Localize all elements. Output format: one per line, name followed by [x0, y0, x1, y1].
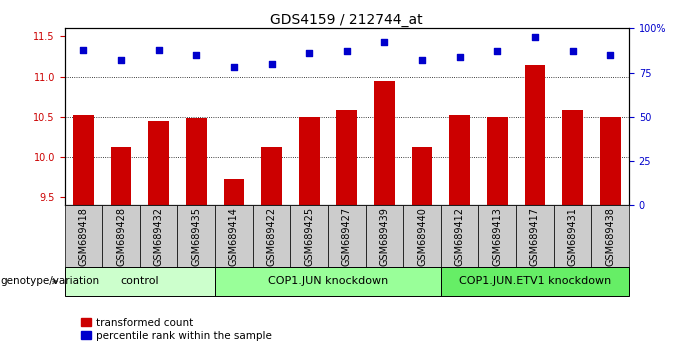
Text: genotype/variation: genotype/variation: [1, 276, 100, 286]
Point: [530, 34, 541, 40]
Bar: [215, 205, 253, 267]
Point: [567, 48, 578, 54]
Point: [304, 50, 315, 56]
Bar: [186, 119, 207, 205]
Bar: [374, 81, 395, 205]
Text: COP1.JUN.ETV1 knockdown: COP1.JUN.ETV1 knockdown: [459, 276, 611, 286]
Point: [341, 48, 352, 54]
Bar: [441, 205, 479, 267]
Bar: [261, 147, 282, 205]
Text: GSM689427: GSM689427: [342, 207, 352, 266]
Point: [228, 64, 239, 70]
Bar: [73, 115, 94, 205]
Bar: [224, 179, 244, 205]
Point: [379, 40, 390, 45]
Bar: [337, 110, 357, 205]
Point: [116, 57, 126, 63]
Bar: [449, 115, 470, 205]
Bar: [65, 267, 215, 296]
Point: [78, 47, 89, 52]
Bar: [516, 205, 554, 267]
Point: [605, 52, 615, 58]
Point: [153, 47, 164, 52]
Text: GSM689431: GSM689431: [568, 207, 577, 266]
Bar: [177, 205, 215, 267]
Title: GDS4159 / 212744_at: GDS4159 / 212744_at: [271, 13, 423, 27]
Bar: [403, 205, 441, 267]
Bar: [487, 117, 508, 205]
Bar: [111, 147, 131, 205]
Point: [417, 57, 428, 63]
Bar: [215, 267, 441, 296]
Text: GSM689438: GSM689438: [605, 207, 615, 266]
Bar: [524, 64, 545, 205]
Text: GSM689439: GSM689439: [379, 207, 390, 266]
Text: GSM689422: GSM689422: [267, 207, 277, 266]
Legend: transformed count, percentile rank within the sample: transformed count, percentile rank withi…: [77, 314, 277, 345]
Text: control: control: [120, 276, 159, 286]
Point: [454, 54, 465, 59]
Text: GSM689440: GSM689440: [417, 207, 427, 266]
Bar: [148, 121, 169, 205]
Text: GSM689417: GSM689417: [530, 207, 540, 266]
Bar: [290, 205, 328, 267]
Bar: [479, 205, 516, 267]
Bar: [366, 205, 403, 267]
Point: [266, 61, 277, 67]
Bar: [600, 117, 621, 205]
Bar: [299, 117, 320, 205]
Text: GSM689418: GSM689418: [78, 207, 88, 266]
Bar: [562, 110, 583, 205]
Text: GSM689412: GSM689412: [455, 207, 464, 266]
Bar: [102, 205, 140, 267]
Text: GSM689432: GSM689432: [154, 207, 164, 266]
Text: GSM689435: GSM689435: [191, 207, 201, 266]
Bar: [592, 205, 629, 267]
Bar: [140, 205, 177, 267]
Bar: [554, 205, 592, 267]
Point: [492, 48, 503, 54]
Text: GSM689425: GSM689425: [304, 207, 314, 266]
Bar: [65, 205, 102, 267]
Bar: [328, 205, 366, 267]
Text: GSM689414: GSM689414: [229, 207, 239, 266]
Text: GSM689413: GSM689413: [492, 207, 503, 266]
Text: GSM689428: GSM689428: [116, 207, 126, 266]
Point: [191, 52, 202, 58]
Bar: [441, 267, 629, 296]
Text: COP1.JUN knockdown: COP1.JUN knockdown: [268, 276, 388, 286]
Bar: [253, 205, 290, 267]
Bar: [411, 147, 432, 205]
